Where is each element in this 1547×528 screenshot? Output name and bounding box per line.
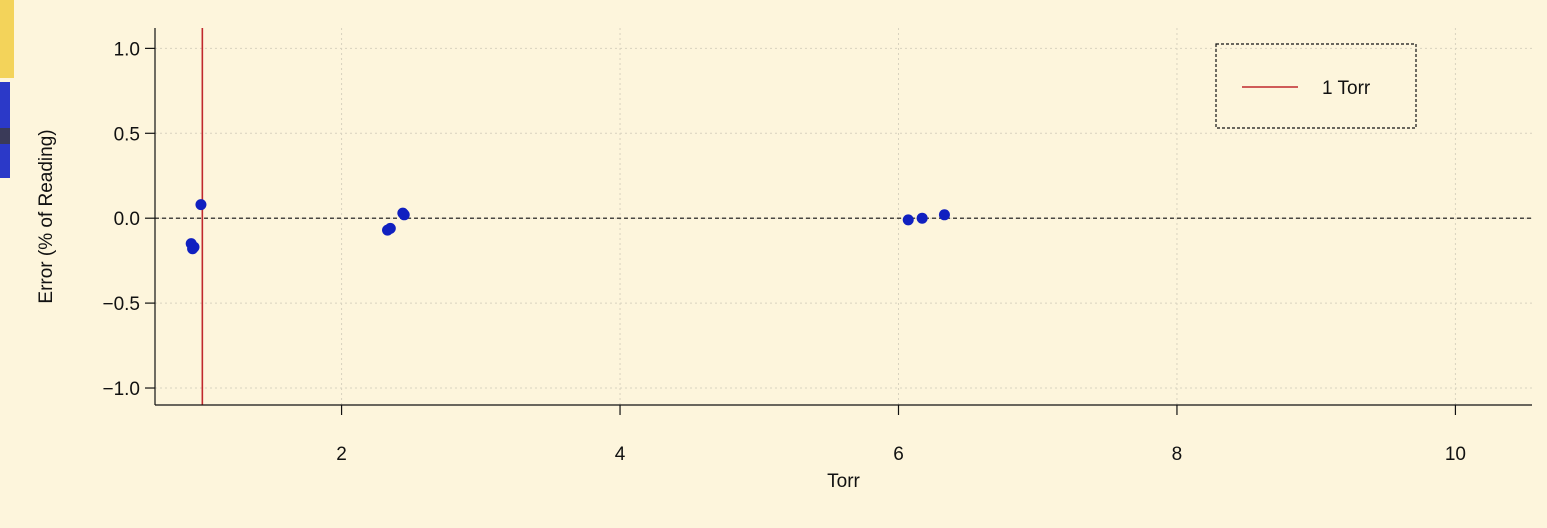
x-tick-label-3: 8 (1172, 444, 1183, 465)
y-tick-label-3: −0.5 (102, 294, 140, 315)
data-point-7 (398, 209, 410, 221)
corner-decoration-yellow (0, 0, 14, 78)
y-tick-label-0: 1.0 (114, 39, 140, 60)
y-tick-label-2: 0.0 (114, 209, 140, 230)
corner-decoration-dark (0, 128, 10, 144)
x-tick-label-1: 4 (615, 444, 626, 465)
y-tick-label-4: −1.0 (102, 379, 140, 400)
data-point-2 (188, 241, 200, 253)
x-axis-label: Torr (827, 471, 860, 492)
y-axis-label: Error (% of Reading) (36, 129, 57, 303)
x-tick-label-4: 10 (1445, 444, 1466, 465)
data-point-5 (384, 222, 396, 234)
data-points (185, 199, 950, 255)
x-tick-label-2: 6 (893, 444, 904, 465)
data-point-8 (902, 214, 914, 226)
legend: 1 Torr (1215, 43, 1417, 129)
legend-label: 1 Torr (1322, 78, 1371, 99)
x-tick-label-0: 2 (336, 444, 347, 465)
axes: 1.0 0.5 0.0 −0.5 −1.0 2 4 6 8 10 (102, 28, 1532, 465)
data-point-3 (195, 199, 207, 211)
legend-box (1215, 43, 1417, 129)
data-point-10 (938, 209, 950, 221)
y-tick-label-1: 0.5 (114, 124, 140, 145)
data-point-9 (916, 212, 928, 224)
